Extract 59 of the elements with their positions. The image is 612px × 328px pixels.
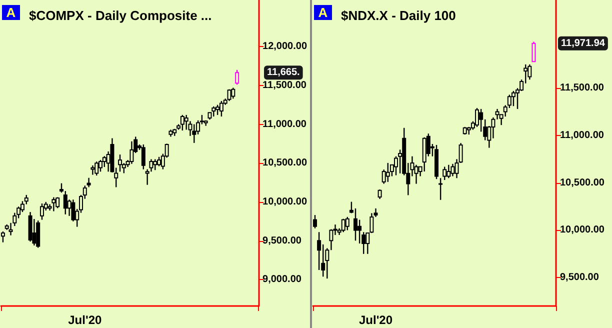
candlestick [86, 177, 91, 188]
y-tick-label: 10,500.00 [560, 177, 605, 188]
y-tick-label: 11,500.00 [262, 80, 307, 91]
candlestick [446, 164, 451, 179]
x-tick-label: Jul'20 [68, 313, 102, 327]
candlestick [532, 41, 536, 62]
candlestick [450, 163, 455, 177]
candlestick [130, 140, 134, 164]
candlestick [90, 164, 95, 176]
candlestick [438, 178, 443, 200]
y-tick-label: 11,000.00 [262, 118, 307, 130]
y-tick-label: 9,500.00 [262, 235, 302, 246]
candlestick [312, 214, 317, 229]
candlestick [475, 107, 480, 128]
candlestick [422, 136, 426, 172]
x-tick-label: Jul'20 [358, 313, 393, 327]
candlestick [212, 106, 216, 118]
candlestick [216, 104, 220, 116]
letter-badge-icon: A [314, 5, 332, 20]
candlestick [192, 124, 196, 144]
candlestick [386, 162, 390, 182]
y-tick-label: 10,000.00 [560, 224, 605, 236]
candlestick [378, 188, 382, 200]
letter-badge-icon: A [2, 5, 20, 20]
text: $COMPX - Daily Composite ... [29, 8, 212, 23]
candlestick [157, 156, 162, 167]
candlestick [153, 158, 158, 171]
y-tick-label: 11,000.00 [560, 130, 604, 141]
candlestick [102, 156, 106, 168]
candlestick [511, 90, 516, 107]
y-tick-label: 11,500.00 [560, 82, 604, 94]
candlestick [149, 158, 154, 172]
y-tick-label: 12,000.00 [262, 41, 308, 52]
candlestick [354, 208, 358, 242]
candlestick [63, 190, 68, 215]
candlestick [118, 154, 122, 172]
y-tick-label: 9,000.00 [262, 274, 302, 286]
candlestick [345, 216, 350, 231]
y-tick-label: 10,000.00 [262, 196, 308, 208]
candlestick [94, 160, 99, 176]
candlestick [528, 64, 532, 80]
text: 11,665. [267, 67, 300, 78]
candlestick [219, 100, 224, 118]
candlestick [0, 230, 5, 243]
text: 11,971.94 [561, 38, 606, 49]
y-tick-label: 9,500.00 [560, 272, 600, 284]
candlestick [40, 202, 44, 220]
y-tick-label: 10,500.00 [262, 158, 308, 169]
candlestick [341, 218, 346, 233]
candlestick [231, 87, 236, 100]
candlestick [180, 114, 184, 132]
candlestick [36, 220, 40, 248]
candlestick [141, 144, 146, 170]
candlestick [52, 196, 56, 212]
candlestick [358, 219, 362, 244]
candlestick [442, 166, 447, 181]
text: $NDX.X - Daily 100 [341, 8, 456, 23]
candlestick [235, 69, 240, 86]
candlestick [98, 159, 103, 172]
